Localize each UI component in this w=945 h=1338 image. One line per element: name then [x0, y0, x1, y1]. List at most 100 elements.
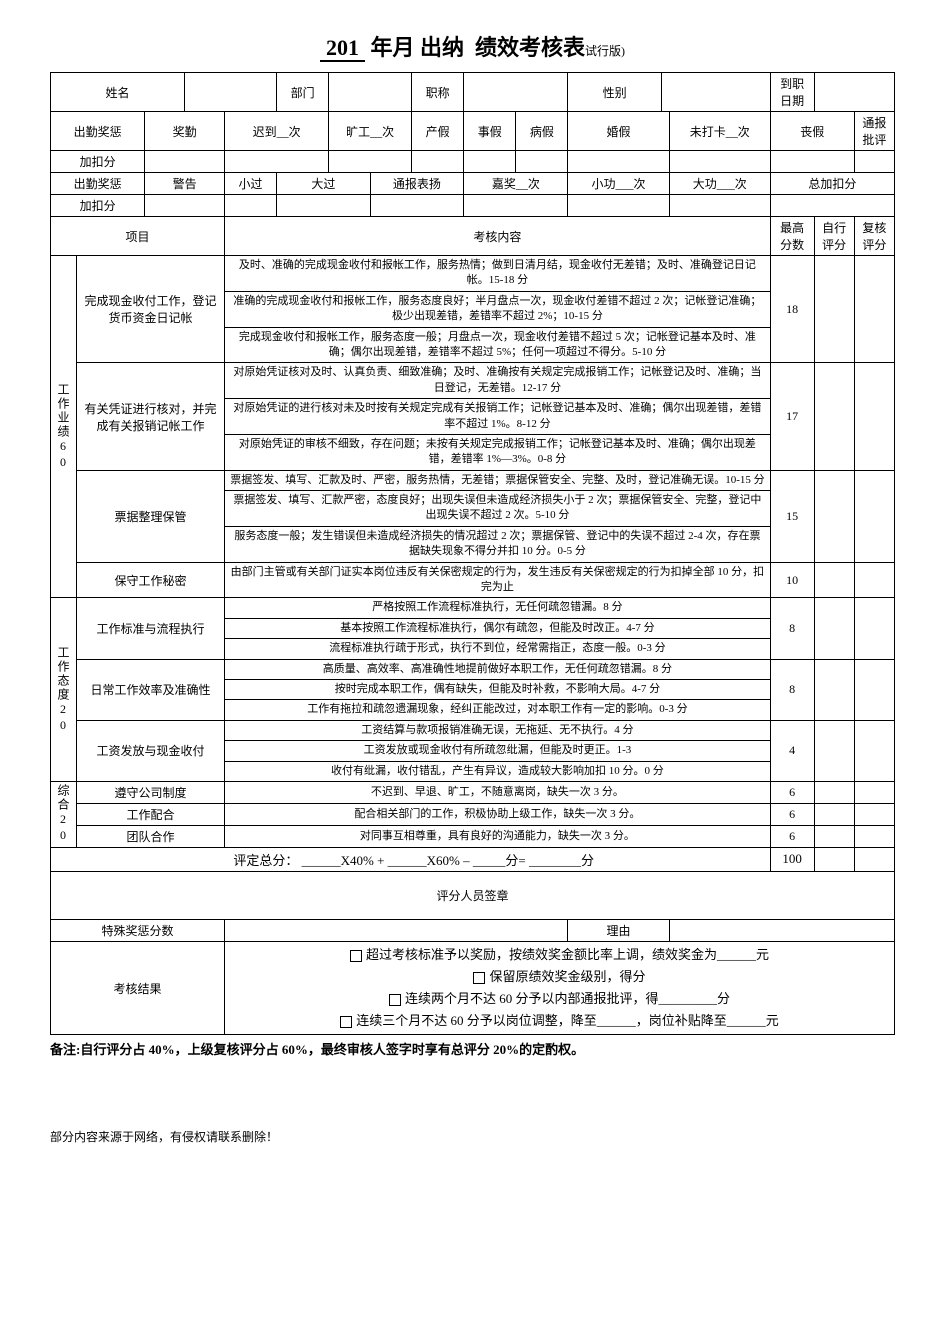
addsub1-4[interactable] — [464, 151, 516, 173]
sec1-item3: 保守工作秘密 — [77, 562, 225, 598]
sec1-r1-c0: 对原始凭证核对及时、认真负责、细致准确；及时、准确按有关规定完成报销工作；记帐登… — [224, 363, 770, 399]
sec1-r2-rev[interactable] — [854, 470, 894, 562]
att1-c0: 奖勤 — [145, 112, 225, 151]
addsub1-7[interactable] — [669, 151, 770, 173]
sec1-r0-rev[interactable] — [854, 256, 894, 363]
sec2-r0-rev[interactable] — [854, 598, 894, 659]
addsub1-3[interactable] — [412, 151, 464, 173]
addsub1-8[interactable] — [770, 151, 854, 173]
sec3-r0-self[interactable] — [814, 781, 854, 803]
year-prefix: 201 — [320, 35, 365, 62]
total-rev[interactable] — [854, 847, 894, 871]
sec3-r2-rev[interactable] — [854, 825, 894, 847]
sec1-r2-c0: 票据签发、填写、汇款及时、严密，服务热情，无差错；票据保管安全、完整、及时，登记… — [224, 470, 770, 490]
sec3-r2-c0: 对同事互相尊重，具有良好的沟通能力，缺失一次 3 分。 — [224, 825, 770, 847]
sec1-r3-rev[interactable] — [854, 562, 894, 598]
signature-row: 评分人员签章 — [51, 871, 895, 919]
sec1-item0: 完成现金收付工作，登记货币资金日记帐 — [77, 256, 225, 363]
addsub1-1[interactable] — [224, 151, 328, 173]
sec3-r2-self[interactable] — [814, 825, 854, 847]
addsub1-0[interactable] — [145, 151, 225, 173]
addsub2-3[interactable] — [370, 195, 464, 217]
sec2-r2-self[interactable] — [814, 720, 854, 781]
sec3-r0-rev[interactable] — [854, 781, 894, 803]
footnote: 备注:自行评分占 40%，上级复核评分占 60%，最终审核人签字时享有总评分 2… — [50, 1039, 895, 1058]
sec1-r0-max: 18 — [770, 256, 814, 363]
sec1-r1-rev[interactable] — [854, 363, 894, 470]
att2-c0: 警告 — [145, 173, 225, 195]
addsub2-0[interactable] — [145, 195, 225, 217]
sec3-r1-self[interactable] — [814, 803, 854, 825]
checkbox-icon[interactable] — [350, 950, 362, 962]
addsub1-2[interactable] — [329, 151, 412, 173]
result-content: 超过考核标准予以奖励，按绩效奖金额比率上调，绩效奖金为______元 保留原绩效… — [224, 941, 894, 1034]
checkbox-icon[interactable] — [340, 1016, 352, 1028]
sec3-r1-max: 6 — [770, 803, 814, 825]
checkbox-icon[interactable] — [473, 972, 485, 984]
addsub1-9[interactable] — [854, 151, 894, 173]
sec3-r0-c0: 不迟到、早退、旷工，不随意离岗，缺失一次 3 分。 — [224, 781, 770, 803]
att2-c7: 总加扣分 — [770, 173, 894, 195]
col-max: 最高分数 — [770, 217, 814, 256]
sec2-r2-rev[interactable] — [854, 720, 894, 781]
special-reason[interactable] — [669, 919, 894, 941]
page-title: 201 年月 出纳 绩效考核表试行版) — [50, 30, 895, 62]
hiredate-label: 到职日期 — [770, 73, 814, 112]
sec3-item1: 工作配合 — [77, 803, 225, 825]
addsub2-2[interactable] — [277, 195, 371, 217]
sec2-r0-self[interactable] — [814, 598, 854, 659]
signature-cell[interactable]: 评分人员签章 — [51, 871, 895, 919]
sec2-item0: 工作标准与流程执行 — [77, 598, 225, 659]
sec3-r2-max: 6 — [770, 825, 814, 847]
addsub2-6[interactable] — [669, 195, 770, 217]
addsub1-5[interactable] — [516, 151, 568, 173]
total-self[interactable] — [814, 847, 854, 871]
sec1-r2-self[interactable] — [814, 470, 854, 562]
sec2-r1-self[interactable] — [814, 659, 854, 720]
sec1-item1: 有关凭证进行核对，并完成有关报销记帐工作 — [77, 363, 225, 470]
sec1-r2-c1: 票据签发、填写、汇款严密，态度良好；出现失误但未造成经济损失小于 2 次；票据保… — [224, 491, 770, 527]
checkbox-icon[interactable] — [389, 994, 401, 1006]
appraisal-table: 姓名 部门 职称 性别 到职日期 出勤奖惩 奖勤 迟到__次 旷工__次 产假 … — [50, 72, 895, 1035]
sec2-r1-c2: 工作有拖拉和疏忽遗漏现象，经纠正能改过，对本职工作有一定的影响。0-3 分 — [224, 700, 770, 720]
sec1-r0-c0: 及时、准确的完成现金收付和报帐工作，服务热情；做到日清月结，现金收付无差错；及时… — [224, 256, 770, 292]
sec1-r3-self[interactable] — [814, 562, 854, 598]
sec1-r2-max: 15 — [770, 470, 814, 562]
sec2-r2-max: 4 — [770, 720, 814, 781]
dept-label: 部门 — [277, 73, 329, 112]
addsub2-5[interactable] — [568, 195, 669, 217]
gender-field[interactable] — [661, 73, 770, 112]
att2-c2: 大过 — [277, 173, 371, 195]
sec3-r0-max: 6 — [770, 781, 814, 803]
sec1-r1-max: 17 — [770, 363, 814, 470]
hiredate-field[interactable] — [814, 73, 894, 112]
addsub2-1[interactable] — [224, 195, 276, 217]
title-field[interactable] — [464, 73, 568, 112]
addsub-label-2: 加扣分 — [51, 195, 145, 217]
special-row: 特殊奖惩分数 理由 — [51, 919, 895, 941]
sec2-r1-rev[interactable] — [854, 659, 894, 720]
sec3-item0: 遵守公司制度 — [77, 781, 225, 803]
att2-c5: 小功___次 — [568, 173, 669, 195]
addsub2-7[interactable] — [770, 195, 894, 217]
sec1-r1-self[interactable] — [814, 363, 854, 470]
attendance-row-1: 出勤奖惩 奖勤 迟到__次 旷工__次 产假 事假 病假 婚假 未打卡__次 丧… — [51, 112, 895, 151]
name-field[interactable] — [185, 73, 277, 112]
sec1-r0-self[interactable] — [814, 256, 854, 363]
att1-c7: 未打卡__次 — [669, 112, 770, 151]
sec3-label: 综合20 — [51, 781, 77, 847]
sec1-item2: 票据整理保管 — [77, 470, 225, 562]
sec1-r1-c2: 对原始凭证的审核不细致，存在问题；未按有关规定完成报销工作；记帐登记基本及时、准… — [224, 434, 770, 470]
addsub1-6[interactable] — [568, 151, 669, 173]
special-score[interactable] — [224, 919, 567, 941]
sec2-label: 工作态度20 — [51, 598, 77, 782]
disclaimer: 部分内容来源于网络，有侵权请联系删除！ — [50, 1128, 895, 1145]
addsub2-4[interactable] — [464, 195, 568, 217]
att2-c6: 大功___次 — [669, 173, 770, 195]
sec2-r0-c0: 严格按照工作流程标准执行，无任何疏忽错漏。8 分 — [224, 598, 770, 618]
dept-field[interactable] — [329, 73, 412, 112]
sec3-r1-rev[interactable] — [854, 803, 894, 825]
sec1-r0-c2: 完成现金收付和报帐工作，服务态度一般；月盘点一次，现金收付差错不超过 5 次；记… — [224, 327, 770, 363]
att1-label: 出勤奖惩 — [51, 112, 145, 151]
addsub-row-1: 加扣分 — [51, 151, 895, 173]
